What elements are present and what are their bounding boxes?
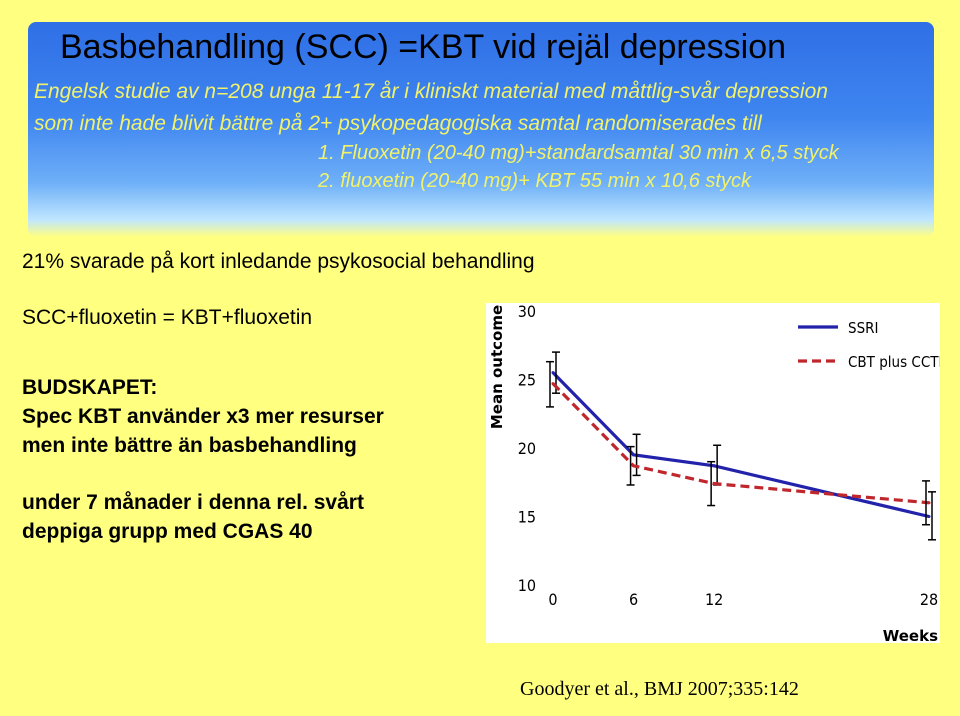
y-tick-label: 10 — [518, 576, 536, 595]
y-tick-label: 15 — [518, 508, 536, 527]
series-line-2 — [551, 382, 930, 505]
x-tick-label: 0 — [548, 590, 557, 609]
legend-label: CBT plus CCTI — [848, 353, 940, 371]
study-description-line1: Engelsk studie av n=208 unga 11-17 år i … — [34, 80, 828, 103]
data-point — [632, 464, 636, 468]
y-tick-label: 30 — [518, 303, 536, 321]
note-line2: deppiga grupp med CGAS 40 — [22, 520, 313, 543]
data-point — [551, 382, 555, 386]
message-heading: BUDSKAPET: — [22, 376, 158, 399]
x-tick-label: 28 — [920, 590, 938, 609]
y-tick-label: 20 — [518, 439, 536, 458]
data-point — [927, 501, 931, 505]
data-point — [551, 371, 555, 375]
x-tick-label: 12 — [705, 590, 723, 609]
x-axis-label: Weeks — [883, 627, 938, 643]
treatment-arm-1: 1. Fluoxetin (20-40 mg)+standardsamtal 3… — [318, 142, 839, 164]
outcome-chart-svg: Mean outcome Weeks 10 15 20 25 30 0 6 12 28 SSR… — [488, 302, 942, 645]
message-line1: Spec KBT använder x3 mer resurser — [22, 405, 384, 428]
y-axis-label: Mean outcome — [488, 305, 506, 429]
x-tick-label: 6 — [629, 590, 638, 609]
data-point — [927, 515, 931, 518]
data-point — [712, 482, 716, 486]
note-line1: under 7 månader i denna rel. svårt — [22, 491, 364, 514]
slide-title: Basbehandling (SCC) =KBT vid rejäl depre… — [60, 28, 787, 66]
study-description-line2: som inte hade blivit bättre på 2+ psykop… — [34, 112, 762, 135]
data-point — [712, 464, 716, 468]
y-tick-labels: 10 15 20 25 30 — [518, 302, 536, 595]
x-tick-labels: 0 6 12 28 — [548, 590, 938, 609]
data-point — [632, 453, 636, 457]
equivalence-text: SCC+fluoxetin = KBT+fluoxetin — [22, 306, 313, 329]
citation: Goodyer et al., BMJ 2007;335:142 — [520, 678, 799, 700]
series-line-1 — [551, 371, 930, 519]
y-tick-label: 25 — [518, 371, 536, 390]
legend: SSRI CBT plus CCTI — [798, 319, 942, 371]
treatment-arm-2: 2. fluoxetin (20-40 mg)+ KBT 55 min x 10… — [318, 170, 751, 192]
outcome-chart: Mean outcome Weeks 10 15 20 25 30 0 6 12 28 SSR… — [486, 302, 942, 645]
legend-label: SSRI — [848, 319, 879, 337]
header-banner — [28, 22, 934, 237]
message-line2: men inte bättre än basbehandling — [22, 434, 357, 457]
series-layer — [546, 351, 936, 541]
response-rate-text: 21% svarade på kort inledande psykosocia… — [22, 250, 535, 273]
